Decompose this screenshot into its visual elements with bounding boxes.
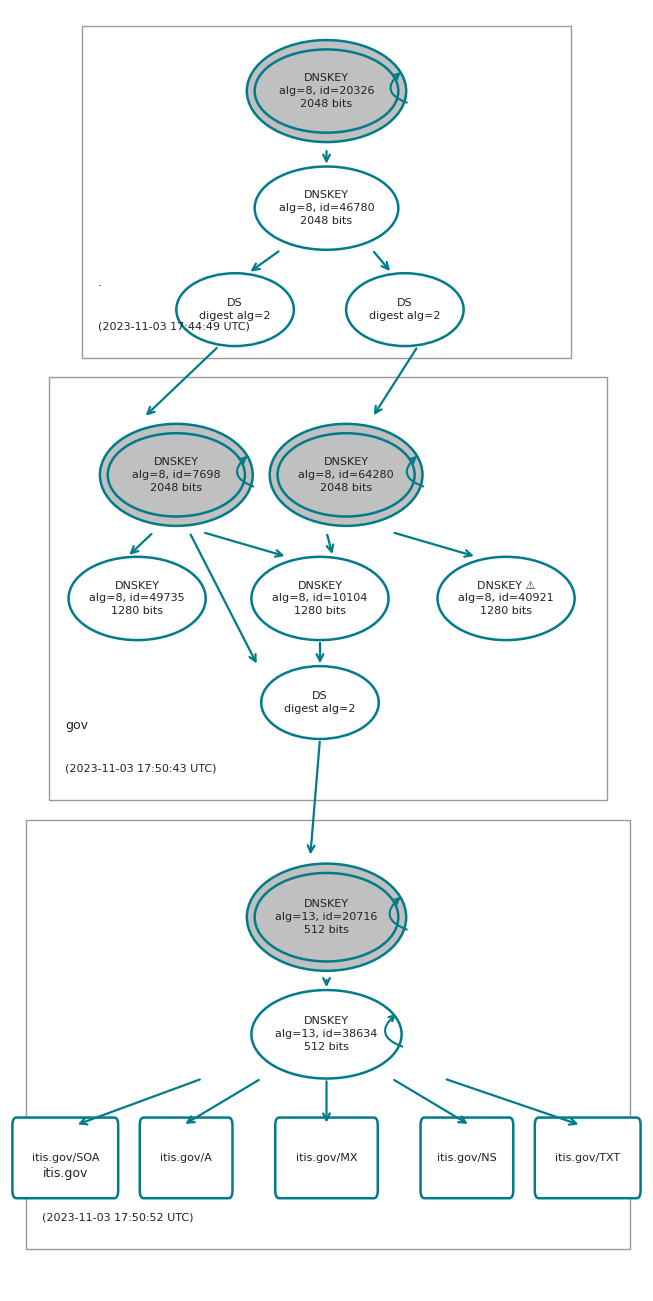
Ellipse shape xyxy=(176,273,294,346)
Bar xyxy=(82,26,571,358)
Text: itis.gov/TXT: itis.gov/TXT xyxy=(555,1153,620,1163)
Text: DNSKEY ⚠
alg=8, id=40921
1280 bits: DNSKEY ⚠ alg=8, id=40921 1280 bits xyxy=(458,580,554,617)
Text: DS
digest alg=2: DS digest alg=2 xyxy=(284,691,356,714)
Ellipse shape xyxy=(251,557,389,640)
Text: DNSKEY
alg=8, id=7698
2048 bits: DNSKEY alg=8, id=7698 2048 bits xyxy=(132,457,221,493)
Text: itis.gov: itis.gov xyxy=(42,1167,88,1180)
Text: DNSKEY
alg=8, id=49735
1280 bits: DNSKEY alg=8, id=49735 1280 bits xyxy=(89,580,185,617)
Text: (2023-11-03 17:50:43 UTC): (2023-11-03 17:50:43 UTC) xyxy=(65,764,217,774)
Bar xyxy=(49,377,607,800)
Ellipse shape xyxy=(438,557,575,640)
Ellipse shape xyxy=(247,40,406,142)
Text: DS
digest alg=2: DS digest alg=2 xyxy=(369,298,441,321)
FancyBboxPatch shape xyxy=(12,1118,118,1198)
Text: gov: gov xyxy=(65,718,88,731)
Ellipse shape xyxy=(251,990,402,1079)
Text: itis.gov/SOA: itis.gov/SOA xyxy=(31,1153,99,1163)
FancyBboxPatch shape xyxy=(535,1118,641,1198)
Text: DNSKEY
alg=13, id=38634
512 bits: DNSKEY alg=13, id=38634 512 bits xyxy=(276,1016,377,1053)
Ellipse shape xyxy=(100,424,253,526)
Text: DS
digest alg=2: DS digest alg=2 xyxy=(199,298,271,321)
Text: (2023-11-03 17:50:52 UTC): (2023-11-03 17:50:52 UTC) xyxy=(42,1213,194,1223)
Text: DNSKEY
alg=8, id=20326
2048 bits: DNSKEY alg=8, id=20326 2048 bits xyxy=(279,73,374,109)
FancyBboxPatch shape xyxy=(276,1118,378,1198)
Text: DNSKEY
alg=13, id=20716
512 bits: DNSKEY alg=13, id=20716 512 bits xyxy=(276,899,377,935)
Ellipse shape xyxy=(255,873,398,961)
Ellipse shape xyxy=(69,557,206,640)
Text: (2023-11-03 17:44:49 UTC): (2023-11-03 17:44:49 UTC) xyxy=(98,321,250,332)
Ellipse shape xyxy=(255,49,398,133)
Ellipse shape xyxy=(278,433,415,516)
Ellipse shape xyxy=(247,864,406,971)
Text: itis.gov/NS: itis.gov/NS xyxy=(437,1153,497,1163)
Ellipse shape xyxy=(270,424,422,526)
Text: itis.gov/MX: itis.gov/MX xyxy=(296,1153,357,1163)
FancyBboxPatch shape xyxy=(140,1118,232,1198)
Text: DNSKEY
alg=8, id=64280
2048 bits: DNSKEY alg=8, id=64280 2048 bits xyxy=(298,457,394,493)
Text: DNSKEY
alg=8, id=10104
1280 bits: DNSKEY alg=8, id=10104 1280 bits xyxy=(272,580,368,617)
Text: .: . xyxy=(98,276,102,289)
Text: itis.gov/A: itis.gov/A xyxy=(160,1153,212,1163)
Ellipse shape xyxy=(255,167,398,250)
Ellipse shape xyxy=(261,666,379,739)
Ellipse shape xyxy=(346,273,464,346)
Bar xyxy=(26,820,630,1249)
FancyBboxPatch shape xyxy=(421,1118,513,1198)
Ellipse shape xyxy=(108,433,245,516)
Text: DNSKEY
alg=8, id=46780
2048 bits: DNSKEY alg=8, id=46780 2048 bits xyxy=(279,190,374,226)
